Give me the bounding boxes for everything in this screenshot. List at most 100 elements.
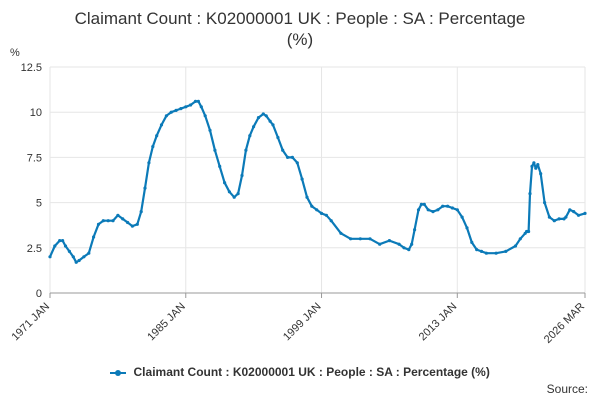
data-point xyxy=(465,226,469,230)
data-point xyxy=(58,239,62,243)
data-point xyxy=(248,134,252,138)
data-point xyxy=(339,231,343,235)
data-point xyxy=(155,134,159,138)
data-point xyxy=(101,219,105,223)
y-tick-label: 2.5 xyxy=(27,243,42,255)
data-point xyxy=(159,123,164,127)
data-point xyxy=(300,177,304,181)
data-point xyxy=(227,190,231,194)
chart-title-line1: Claimant Count : K02000001 UK : People :… xyxy=(74,9,526,28)
data-point xyxy=(111,219,115,223)
data-point xyxy=(564,215,568,219)
data-point xyxy=(441,204,445,208)
data-point xyxy=(213,148,217,152)
data-point xyxy=(48,255,52,259)
data-point xyxy=(479,249,484,253)
data-point xyxy=(147,161,151,165)
series-line xyxy=(48,100,587,264)
data-point xyxy=(271,123,275,127)
data-point xyxy=(494,251,498,255)
data-point xyxy=(276,135,280,140)
x-tick-label: 1985 JAN xyxy=(145,301,188,344)
axes: 0 2.5 5 7.5 10 12.5 1971 JAN 1985 JAN 1999 JAN 20… xyxy=(9,47,587,346)
data-point xyxy=(572,210,576,214)
data-point xyxy=(164,114,168,118)
x-tick-label: 1999 JAN xyxy=(281,301,324,344)
y-axis-unit-label: % xyxy=(10,47,20,59)
data-point xyxy=(460,215,464,219)
data-point xyxy=(419,202,423,206)
data-point xyxy=(87,251,91,255)
legend-series-marker xyxy=(110,368,127,378)
data-point xyxy=(397,242,401,246)
data-point xyxy=(470,240,474,244)
data-point xyxy=(218,164,222,168)
data-point xyxy=(96,222,101,226)
data-point xyxy=(236,192,240,196)
data-point xyxy=(121,217,125,221)
data-point xyxy=(413,228,417,232)
data-point xyxy=(63,244,68,248)
data-point xyxy=(61,239,65,243)
data-point xyxy=(543,201,547,205)
data-point xyxy=(324,213,328,217)
data-point xyxy=(368,237,372,241)
data-point xyxy=(387,239,391,243)
legend[interactable]: Claimant Count : K02000001 UK : People :… xyxy=(0,365,600,379)
data-point xyxy=(534,166,538,170)
data-point xyxy=(130,224,134,228)
data-point xyxy=(193,99,198,103)
data-point xyxy=(310,204,314,208)
data-point xyxy=(208,128,212,132)
data-point xyxy=(106,219,110,223)
data-point xyxy=(74,260,78,264)
chart-title-line2: (%) xyxy=(286,30,314,49)
y-tick-label: 7.5 xyxy=(27,152,42,164)
x-tick-label: 2013 JAN xyxy=(417,301,460,344)
data-point xyxy=(410,242,414,246)
data-point xyxy=(184,105,188,109)
data-point xyxy=(116,213,120,217)
data-point xyxy=(349,237,353,241)
data-point xyxy=(135,222,139,226)
data-point xyxy=(402,246,406,250)
data-point xyxy=(475,248,479,252)
data-point xyxy=(426,208,430,212)
data-point xyxy=(436,208,440,212)
data-point xyxy=(223,181,227,185)
x-tick-label: 2026 MAR xyxy=(542,301,587,346)
data-point xyxy=(576,213,581,217)
data-point xyxy=(557,217,561,221)
y-tick-label: 10 xyxy=(30,107,42,119)
data-point xyxy=(407,248,411,252)
y-tick-label: 0 xyxy=(36,288,42,300)
data-point xyxy=(305,195,309,199)
data-point xyxy=(319,211,324,215)
data-point xyxy=(518,237,522,241)
data-point xyxy=(139,210,143,214)
series-layer xyxy=(48,99,587,264)
data-point xyxy=(71,255,75,259)
data-point xyxy=(77,258,81,263)
data-point xyxy=(174,108,178,112)
data-point xyxy=(513,244,518,248)
data-point xyxy=(484,251,488,255)
data-point xyxy=(264,114,268,118)
data-point xyxy=(547,215,552,219)
data-point xyxy=(268,119,272,123)
legend-series-label: Claimant Count : K02000001 UK : People :… xyxy=(133,365,490,379)
data-point xyxy=(315,208,319,212)
data-point xyxy=(583,211,587,215)
data-point xyxy=(252,125,256,129)
y-tick-label: 5 xyxy=(36,198,42,210)
data-point xyxy=(82,255,86,259)
data-point xyxy=(450,206,454,210)
data-point xyxy=(504,249,508,253)
data-point xyxy=(530,164,534,168)
data-point xyxy=(240,173,244,178)
data-point xyxy=(290,155,294,159)
data-point xyxy=(143,186,147,190)
data-point xyxy=(67,249,71,253)
data-point xyxy=(53,244,57,248)
